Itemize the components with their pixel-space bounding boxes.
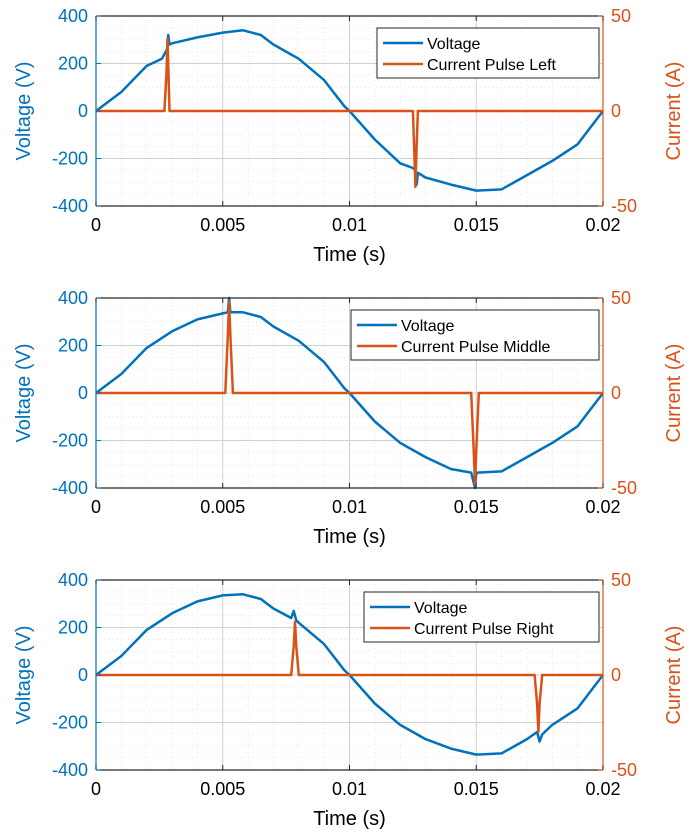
x-tick-label: 0.02 [585,497,620,517]
right-y-axis-label: Current (A) [663,344,685,443]
right-y-tick-label: -50 [611,760,637,780]
series-line-current [96,300,603,486]
x-tick-label: 0 [91,779,101,799]
x-tick-label: 0.02 [585,779,620,799]
left-y-tick-label: 200 [58,336,88,356]
left-y-axis-label: Voltage (V) [13,62,35,161]
chart-panel-1: 0 0.005 0.01 0.015 0.02 -400 -200 0 200 400 -50 0 50… [13,6,685,266]
left-y-axis-label: Voltage (V) [13,344,35,443]
legend-box [350,309,600,361]
left-y-tick-label: 200 [58,618,88,638]
left-y-tick-label: -200 [52,149,88,169]
right-y-axis-label: Current (A) [663,626,685,725]
x-axis-label: Time (s) [313,808,386,830]
left-y-tick-label: 0 [78,101,88,121]
right-y-tick-label: 0 [611,665,621,685]
left-y-tick-label: 0 [78,383,88,403]
series-line-voltage [95,29,604,192]
x-tick-label: 0.01 [332,779,367,799]
x-tick-label: 0.005 [200,779,245,799]
series-line-voltage [95,593,604,756]
legend-label: Voltage [427,36,480,53]
legend-box [376,27,600,79]
right-y-tick-label: 50 [611,570,631,590]
legend-label: Current Pulse Middle [401,339,551,356]
legend-label: Voltage [401,318,454,335]
legend: Voltage Current Pulse Right [363,591,600,643]
left-y-tick-label: 400 [58,288,88,308]
series-line-voltage [95,296,604,490]
x-tick-label: 0.015 [454,779,499,799]
x-tick-label: 0.01 [332,215,367,235]
x-tick-label: 0.005 [200,215,245,235]
legend-box [363,591,600,643]
left-y-tick-label: -200 [52,431,88,451]
right-y-tick-label: 50 [611,288,631,308]
right-y-tick-label: 0 [611,383,621,403]
legend: Voltage Current Pulse Middle [350,309,600,361]
left-y-tick-label: -200 [52,713,88,733]
left-y-tick-label: 400 [58,6,88,26]
right-y-axis-label: Current (A) [663,62,685,161]
left-y-tick-label: 0 [78,665,88,685]
right-y-tick-label: 50 [611,6,631,26]
left-y-tick-label: 400 [58,570,88,590]
right-y-tick-label: -50 [611,196,637,216]
chart-panel-3: 0 0.005 0.01 0.015 0.02 -400 -200 0 200 400 -50 0 50… [13,570,685,830]
left-y-tick-label: -400 [52,196,88,216]
series-line-current [96,37,603,189]
legend: Voltage Current Pulse Left [376,27,600,79]
x-tick-label: 0.005 [200,497,245,517]
legend-label: Current Pulse Left [427,57,557,74]
x-axis-label: Time (s) [313,244,386,266]
x-tick-label: 0.015 [454,215,499,235]
left-y-tick-label: 200 [58,54,88,74]
left-y-tick-label: -400 [52,478,88,498]
right-y-tick-label: -50 [611,478,637,498]
x-tick-label: 0.02 [585,215,620,235]
left-y-tick-label: -400 [52,760,88,780]
legend-label: Voltage [414,600,467,617]
right-y-tick-label: 0 [611,101,621,121]
legend-label: Current Pulse Right [414,621,554,638]
x-tick-label: 0 [91,497,101,517]
x-tick-label: 0 [91,215,101,235]
x-axis-label: Time (s) [313,526,386,548]
series-line-current [96,620,603,734]
x-tick-label: 0.01 [332,497,367,517]
left-y-axis-label: Voltage (V) [13,626,35,725]
chart-panel-2: 0 0.005 0.01 0.015 0.02 -400 -200 0 200 400 -50 0 50… [13,288,685,548]
x-tick-label: 0.015 [454,497,499,517]
